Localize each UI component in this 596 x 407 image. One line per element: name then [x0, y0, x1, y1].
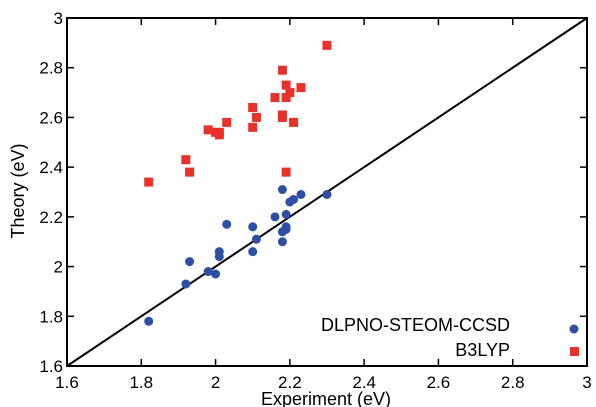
data-point-series-2	[203, 125, 213, 135]
x-tick-label: 2.4	[352, 373, 376, 392]
data-point-series-1	[281, 209, 291, 219]
x-axis-title: Experiment (eV)	[261, 389, 391, 407]
data-point-series-2	[296, 83, 306, 93]
legend-label-series-2: B3LYP	[455, 340, 510, 360]
y-tick-label: 2.2	[39, 208, 63, 227]
y-tick-label: 2	[54, 258, 63, 277]
data-point-series-2	[277, 110, 287, 120]
y-tick-label: 1.8	[39, 307, 63, 326]
data-point-series-2	[251, 112, 261, 122]
data-point-series-1	[281, 222, 291, 232]
data-point-series-1	[251, 234, 261, 244]
data-point-series-2	[144, 177, 154, 187]
data-point-series-1	[185, 257, 195, 267]
x-tick-label: 2.6	[427, 373, 451, 392]
x-tick-label: 2	[211, 373, 220, 392]
y-axis-title: Theory (eV)	[8, 143, 28, 238]
data-point-series-2	[214, 127, 224, 137]
data-point-series-2	[248, 102, 258, 112]
tick-labels-layer: 1.6 1.8 2 2.2 2.4 2.6 2.8 3 1.6 1.8 2 2.2 2.4 2.6 2.8 3	[39, 9, 591, 392]
data-point-series-1	[270, 212, 280, 222]
data-point-series-1	[277, 185, 287, 195]
legend-label-series-1: DLPNO-STEOM-CCSD	[321, 315, 510, 335]
data-point-series-1	[181, 279, 191, 289]
points-layer	[144, 40, 332, 326]
data-point-series-2	[281, 93, 291, 103]
legend-marker-series-2	[570, 347, 579, 356]
data-point-series-1	[296, 189, 306, 199]
y-tick-label: 3	[54, 9, 63, 28]
data-point-series-2	[281, 80, 291, 90]
data-point-series-2	[248, 122, 258, 132]
data-point-series-2	[270, 93, 280, 103]
data-point-series-1	[322, 189, 332, 199]
data-point-series-1	[248, 247, 258, 257]
legend-marker-series-1	[569, 324, 579, 334]
legend: DLPNO-STEOM-CCSD B3LYP	[321, 315, 579, 360]
data-point-series-1	[289, 194, 299, 204]
data-point-series-1	[203, 267, 213, 277]
data-point-series-1	[277, 237, 287, 247]
plot-frame	[66, 17, 588, 367]
y-tick-label: 1.6	[39, 357, 63, 376]
x-tick-label: 2.8	[501, 373, 525, 392]
data-point-series-2	[285, 88, 295, 98]
x-tick-label: 1.6	[55, 373, 79, 392]
data-point-series-1	[222, 219, 232, 229]
data-point-series-2	[281, 167, 291, 177]
data-point-series-2	[289, 117, 299, 127]
y-tick-label: 2.4	[39, 158, 63, 177]
y-tick-label: 2.8	[39, 59, 63, 78]
data-point-series-1	[214, 247, 224, 257]
data-point-series-2	[181, 155, 191, 165]
data-point-series-2	[277, 65, 287, 75]
y-tick-label: 2.6	[39, 108, 63, 127]
data-point-series-1	[144, 316, 154, 326]
data-point-series-2	[185, 167, 195, 177]
x-tick-label: 3	[582, 373, 591, 392]
x-tick-label: 1.8	[129, 373, 153, 392]
data-point-series-1	[248, 222, 258, 232]
data-point-series-1	[211, 269, 221, 279]
data-point-series-2	[222, 117, 232, 127]
data-point-series-2	[322, 40, 332, 50]
x-tick-label: 2.2	[278, 373, 302, 392]
